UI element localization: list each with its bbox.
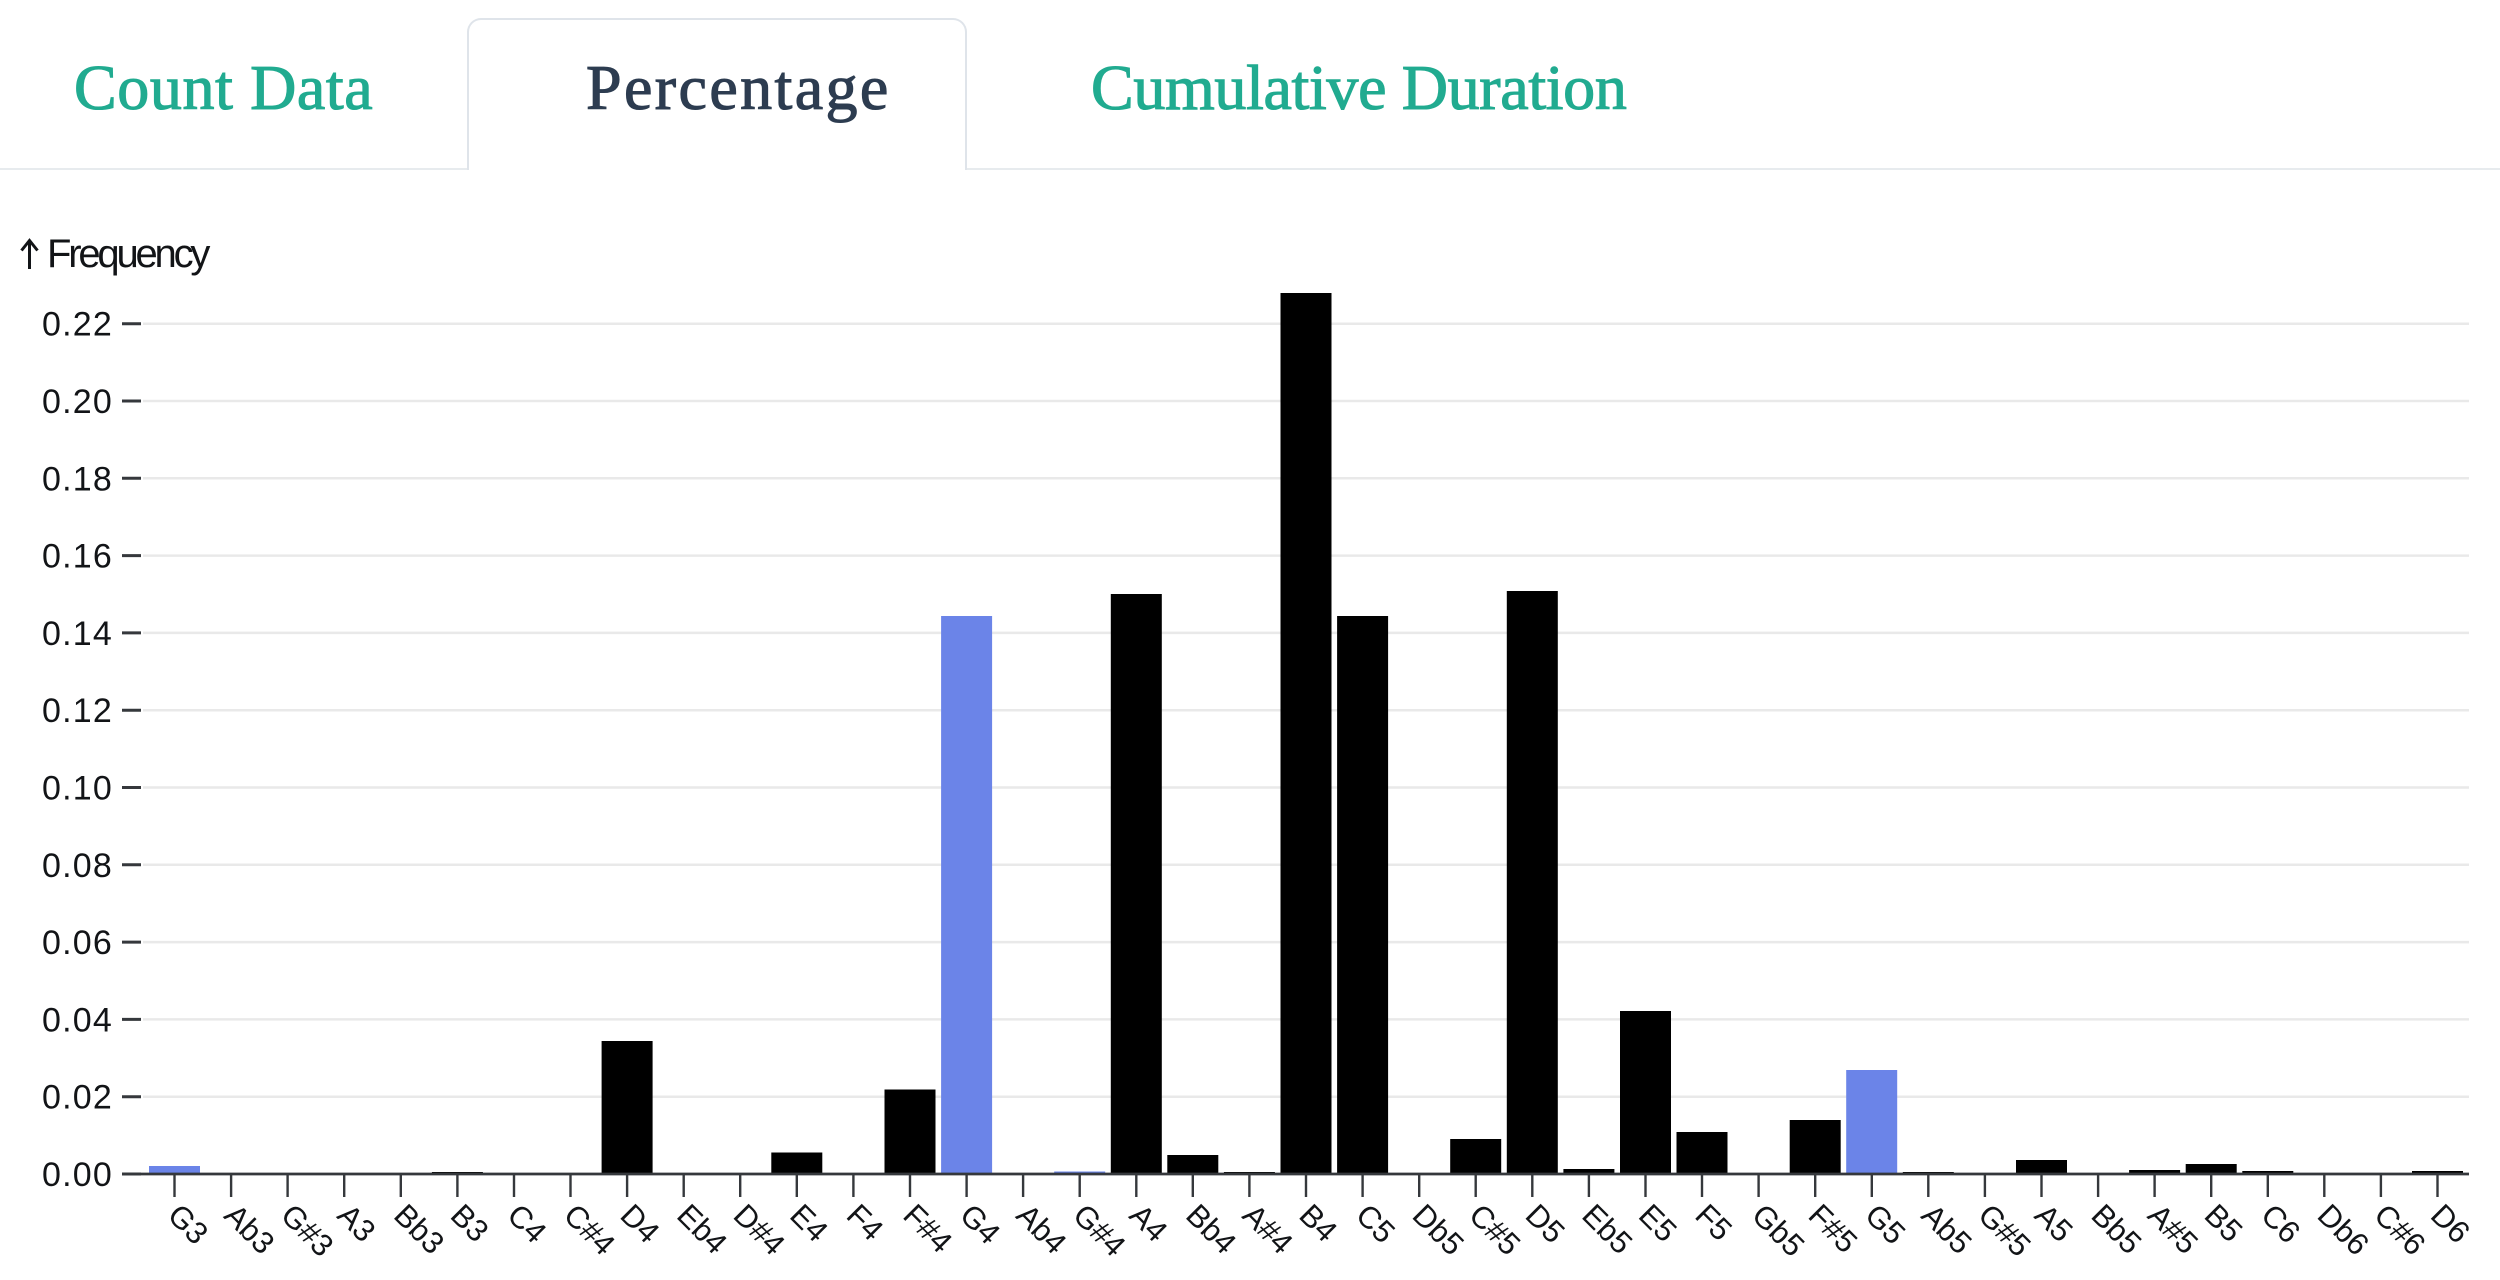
- svg-text:0.14: 0.14: [42, 615, 113, 653]
- svg-text:0.10: 0.10: [42, 770, 113, 808]
- svg-text:0.22: 0.22: [42, 306, 113, 344]
- svg-text:0.16: 0.16: [42, 538, 113, 576]
- svg-text:Ab3: Ab3: [218, 1197, 282, 1261]
- svg-text:A#5: A#5: [2141, 1197, 2205, 1261]
- svg-text:0.04: 0.04: [42, 1001, 113, 1039]
- svg-text:Eb5: Eb5: [1575, 1197, 1639, 1261]
- svg-text:Gb5: Gb5: [1745, 1197, 1811, 1263]
- svg-text:Bb4: Bb4: [1179, 1197, 1243, 1261]
- svg-text:Ab4: Ab4: [1010, 1197, 1074, 1261]
- svg-text:C#6: C#6: [2367, 1197, 2432, 1262]
- svg-text:F4: F4: [840, 1197, 890, 1247]
- svg-text:A3: A3: [331, 1197, 383, 1249]
- svg-text:G#3: G#3: [274, 1197, 340, 1263]
- svg-text:G#4: G#4: [1066, 1197, 1132, 1263]
- svg-text:Db5: Db5: [1406, 1197, 1471, 1262]
- svg-text:G5: G5: [1858, 1197, 1912, 1251]
- svg-text:E4: E4: [783, 1197, 835, 1249]
- svg-text:G4: G4: [953, 1197, 1007, 1251]
- svg-text:Bb3: Bb3: [387, 1197, 451, 1261]
- svg-text:C6: C6: [2254, 1197, 2307, 1250]
- svg-text:0.08: 0.08: [42, 847, 113, 885]
- svg-text:Ab5: Ab5: [1915, 1197, 1979, 1261]
- svg-text:A4: A4: [1123, 1197, 1175, 1249]
- svg-text:G3: G3: [161, 1197, 215, 1251]
- svg-text:E5: E5: [1632, 1197, 1684, 1249]
- svg-text:F#5: F#5: [1802, 1197, 1865, 1260]
- svg-text:Frequency: Frequency: [47, 232, 210, 276]
- svg-text:Bb5: Bb5: [2085, 1197, 2149, 1261]
- svg-text:C4: C4: [501, 1197, 554, 1250]
- svg-text:F#4: F#4: [897, 1197, 960, 1260]
- svg-text:D6: D6: [2424, 1197, 2477, 1250]
- svg-text:0.02: 0.02: [42, 1079, 113, 1117]
- svg-text:D#4: D#4: [727, 1197, 792, 1262]
- svg-text:C#5: C#5: [1462, 1197, 1527, 1262]
- svg-text:0.06: 0.06: [42, 924, 113, 962]
- svg-text:D5: D5: [1519, 1197, 1572, 1250]
- svg-text:A5: A5: [2028, 1197, 2080, 1249]
- svg-text:C#4: C#4: [557, 1197, 622, 1262]
- svg-text:G#5: G#5: [1971, 1197, 2037, 1263]
- svg-text:Db6: Db6: [2311, 1197, 2376, 1262]
- svg-text:A#4: A#4: [1236, 1197, 1300, 1261]
- svg-text:B4: B4: [1293, 1197, 1345, 1249]
- svg-text:D4: D4: [614, 1197, 667, 1250]
- svg-text:C5: C5: [1349, 1197, 1402, 1250]
- svg-text:0.00: 0.00: [42, 1156, 113, 1194]
- svg-text:0.12: 0.12: [42, 692, 113, 730]
- svg-text:0.20: 0.20: [42, 383, 113, 421]
- svg-text:0.18: 0.18: [42, 460, 113, 498]
- svg-text:Eb4: Eb4: [670, 1197, 734, 1261]
- svg-text:B3: B3: [444, 1197, 496, 1249]
- svg-text:F5: F5: [1689, 1197, 1739, 1247]
- svg-text:B5: B5: [2198, 1197, 2250, 1249]
